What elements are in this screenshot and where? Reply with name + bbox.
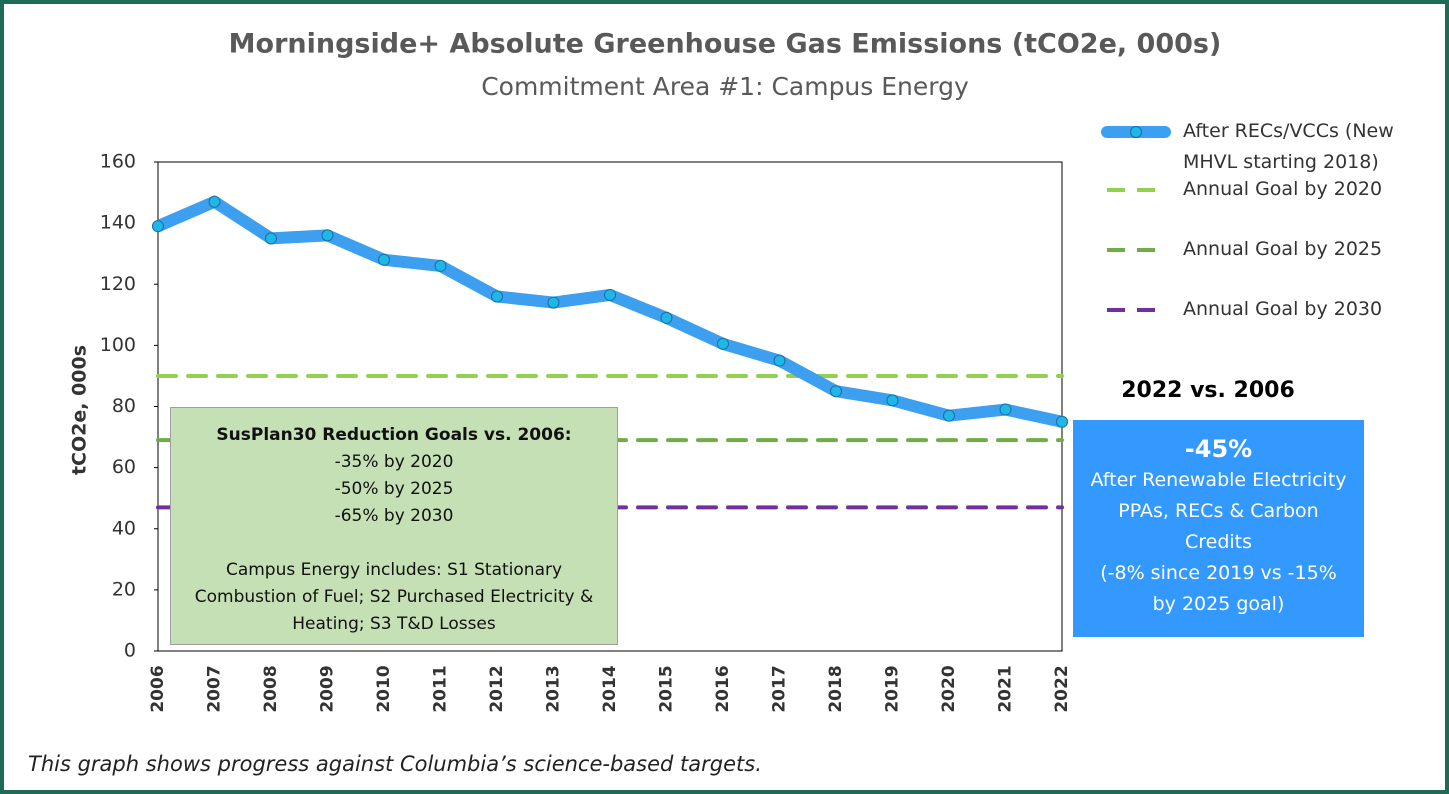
x-tick-label: 2015 bbox=[657, 665, 677, 712]
comparison-value: -45% bbox=[1184, 435, 1253, 463]
point bbox=[434, 259, 447, 272]
point bbox=[943, 409, 955, 422]
series-line bbox=[152, 195, 1068, 428]
x-tick-label: 2016 bbox=[713, 665, 733, 712]
y-tick-label: 140 bbox=[100, 212, 136, 234]
x-tick-label: 2014 bbox=[600, 665, 620, 712]
point bbox=[604, 288, 616, 301]
point bbox=[321, 229, 334, 242]
point bbox=[999, 403, 1012, 416]
caption: This graph shows progress against Columb… bbox=[28, 752, 762, 776]
legend-label: Annual Goal by 2020 bbox=[1183, 178, 1383, 200]
point bbox=[773, 354, 786, 367]
y-tick-label: 120 bbox=[100, 273, 136, 295]
goal-lines: -35% by 2020 -50% by 2025 -65% by 2030 bbox=[171, 449, 617, 530]
point bbox=[378, 253, 390, 266]
y-tick-label: 40 bbox=[112, 517, 136, 539]
goal-line: -65% by 2030 bbox=[334, 506, 454, 526]
x-tick-label: 2012 bbox=[487, 665, 507, 712]
chart-subtitle: Commitment Area #1: Campus Energy bbox=[481, 72, 969, 101]
comparison-text: After Renewable Electricity PPAs, RECs &… bbox=[1090, 469, 1347, 553]
y-tick-label: 20 bbox=[112, 578, 136, 600]
y-axis-label: tCO2e, 000s bbox=[69, 345, 91, 475]
x-tick-label: 2011 bbox=[431, 665, 451, 712]
x-tick-label: 2013 bbox=[544, 665, 564, 712]
point bbox=[830, 385, 842, 398]
y-tick-label: 80 bbox=[112, 395, 136, 417]
legend-marker bbox=[1130, 126, 1142, 138]
x-tick-label: 2020 bbox=[939, 665, 959, 712]
x-tick-label: 2018 bbox=[826, 665, 846, 712]
y-tick-label: 0 bbox=[124, 640, 136, 662]
point bbox=[491, 290, 503, 303]
x-tick-label: 2017 bbox=[770, 665, 790, 712]
point bbox=[717, 337, 729, 350]
point bbox=[208, 195, 221, 208]
point bbox=[152, 220, 164, 233]
point bbox=[660, 311, 673, 324]
goals-heading: SusPlan30 Reduction Goals vs. 2006: bbox=[216, 425, 572, 445]
x-tick-label: 2007 bbox=[205, 665, 225, 712]
y-tick-label: 160 bbox=[100, 151, 136, 173]
y-tick-label: 100 bbox=[100, 334, 136, 356]
x-tick-label: 2006 bbox=[148, 665, 168, 712]
x-tick-label: 2022 bbox=[1052, 665, 1072, 712]
point bbox=[1056, 415, 1068, 428]
point bbox=[886, 394, 899, 407]
x-tick-label: 2021 bbox=[996, 665, 1016, 712]
point bbox=[265, 232, 277, 245]
comparison-note: (-8% since 2019 vs -15% by 2025 goal) bbox=[1100, 562, 1337, 615]
legend-label: After RECs/VCCs (New MHVL starting 2018) bbox=[1183, 120, 1394, 173]
x-tick-label: 2010 bbox=[374, 665, 394, 712]
legend-label: Annual Goal by 2030 bbox=[1183, 298, 1383, 320]
y-tick-label: 60 bbox=[112, 456, 136, 478]
legend-label: Annual Goal by 2025 bbox=[1183, 238, 1383, 260]
comparison-box: -45% After Renewable Electricity PPAs, R… bbox=[1073, 420, 1364, 637]
point bbox=[547, 296, 560, 309]
x-tick-label: 2019 bbox=[883, 665, 903, 712]
goal-line: -35% by 2020 bbox=[334, 452, 454, 472]
chart-title: Morningside+ Absolute Greenhouse Gas Emi… bbox=[229, 29, 1222, 60]
x-tick-label: 2008 bbox=[261, 665, 281, 712]
goals-box: SusPlan30 Reduction Goals vs. 2006: -35%… bbox=[170, 407, 618, 645]
comparison-heading: 2022 vs. 2006 bbox=[1121, 378, 1295, 403]
goal-line: -50% by 2025 bbox=[334, 479, 454, 499]
x-tick-label: 2009 bbox=[318, 665, 338, 712]
goals-note: Campus Energy includes: S1 Stationary Co… bbox=[194, 560, 594, 634]
